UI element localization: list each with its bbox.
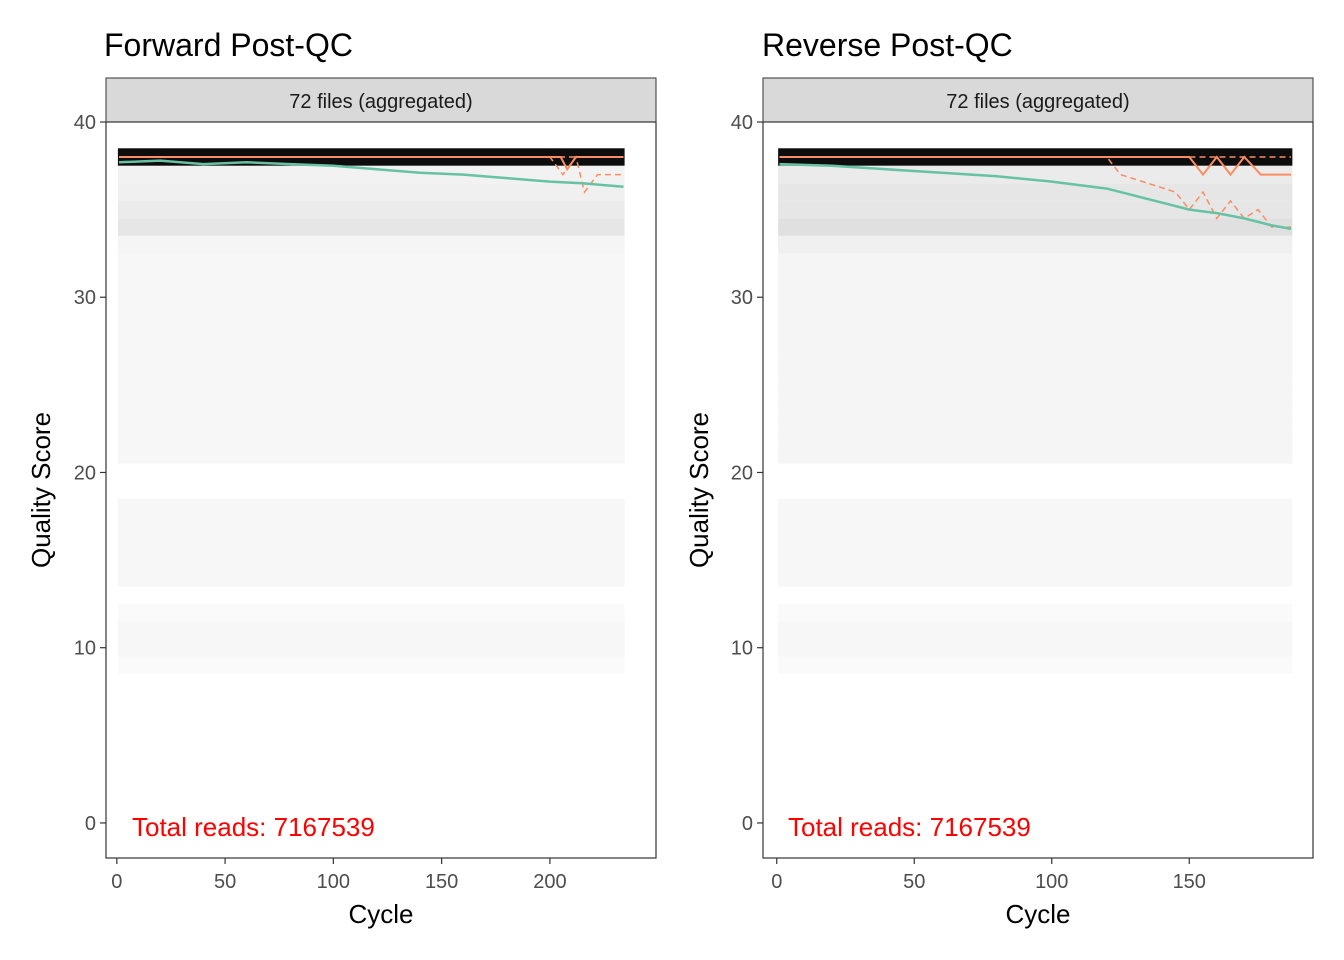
- forward-panel: Forward Post-QC 72 files (aggregated) 0 5…: [26, 27, 657, 929]
- y-tick-label: 30: [731, 287, 753, 309]
- heatmap-tile: [117, 393, 625, 412]
- heatmap-tile: [778, 621, 1293, 639]
- x-tick-label: 100: [1035, 871, 1068, 893]
- x-tick-label: 150: [425, 871, 458, 893]
- heatmap-tile: [117, 656, 625, 674]
- y-tick-label: 10: [731, 638, 753, 660]
- heatmap-tile: [117, 533, 625, 552]
- mean-quality-line: [118, 159, 624, 189]
- heatmap-tile: [778, 533, 1293, 552]
- heatmap-tile: [117, 183, 625, 201]
- heatmap-tile: [778, 358, 1293, 377]
- x-axis-title: Cycle: [348, 899, 413, 929]
- heatmap-tile: [778, 498, 1293, 517]
- chart-title: Forward Post-QC: [104, 27, 353, 63]
- heatmap-tile: [117, 323, 625, 342]
- heatmap-tile: [117, 165, 625, 184]
- heatmap-tile: [778, 270, 1293, 289]
- heatmap-tile: [778, 428, 1293, 447]
- heatmap-tile: [117, 411, 625, 429]
- heatmap-tile: [778, 656, 1293, 674]
- reverse-panel: Reverse Post-QC 72 files (aggregated) 0 5…: [684, 27, 1314, 929]
- y-axis-title: Quality Score: [684, 412, 714, 568]
- heatmap-tile: [778, 603, 1293, 622]
- heatmap-tile: [117, 376, 625, 394]
- y-tick-label: 0: [742, 813, 753, 835]
- total-reads-annotation: Total reads: 7167539: [132, 812, 375, 842]
- heatmap-tile: [778, 288, 1293, 306]
- y-tick-label: 30: [74, 287, 96, 309]
- x-tick-label: 100: [317, 871, 350, 893]
- median-line: [779, 155, 1291, 177]
- heatmap-tile: [778, 568, 1293, 587]
- x-axis-title: Cycle: [1005, 899, 1070, 929]
- heatmap-tile: [778, 235, 1293, 254]
- heatmap-tile: [117, 341, 625, 359]
- heatmap-tile: [778, 516, 1293, 534]
- x-tick-label: 150: [1173, 871, 1206, 893]
- y-tick-label: 40: [731, 112, 753, 134]
- heatmap-tile: [778, 218, 1293, 236]
- heatmap-tile: [778, 200, 1293, 219]
- quality-lines: [118, 155, 624, 194]
- x-tick-label: 50: [903, 871, 925, 893]
- heatmap-tile: [778, 306, 1293, 324]
- y-tick-label: 20: [74, 462, 96, 484]
- facet-strip: [105, 77, 657, 123]
- x-tick-label: 0: [111, 871, 122, 893]
- heatmap-tile: [778, 323, 1293, 342]
- y-tick-label: 20: [731, 462, 753, 484]
- heatmap: [778, 148, 1293, 674]
- heatmap-tile: [117, 551, 625, 569]
- heatmap-tile: [778, 253, 1293, 271]
- heatmap-tile: [117, 428, 625, 447]
- y-tick-label: 10: [74, 638, 96, 660]
- x-tick-label: 200: [533, 871, 566, 893]
- quartile-25-line: [779, 156, 1291, 228]
- total-reads-annotation: Total reads: 7167539: [788, 812, 1031, 842]
- heatmap-tile: [117, 253, 625, 271]
- y-tick-label: 0: [85, 813, 96, 835]
- heatmap-tile: [117, 358, 625, 377]
- heatmap-tile: [778, 393, 1293, 412]
- heatmap-tile: [117, 568, 625, 587]
- heatmap-tile: [778, 551, 1293, 569]
- facet-label: 72 files (aggregated): [946, 91, 1129, 113]
- facet-label: 72 files (aggregated): [289, 91, 472, 113]
- plot-border: [762, 121, 1314, 859]
- x-tick-label: 0: [771, 871, 782, 893]
- heatmap-tile: [117, 603, 625, 622]
- facet-strip: [762, 77, 1314, 123]
- quality-lines: [779, 155, 1292, 231]
- heatmap-tile: [778, 411, 1293, 429]
- axes: 0 50 100 150 0 10 20 30 40: [731, 112, 1206, 893]
- heatmap-tile: [117, 621, 625, 639]
- heatmap-tile: [117, 498, 625, 517]
- y-axis-title: Quality Score: [26, 412, 56, 568]
- y-tick-label: 40: [74, 112, 96, 134]
- heatmap-tile: [778, 376, 1293, 394]
- heatmap-tile: [117, 288, 625, 306]
- x-tick-label: 50: [214, 871, 236, 893]
- heatmap-tile: [117, 446, 625, 464]
- heatmap-tile: [117, 270, 625, 289]
- heatmap-tile: [778, 638, 1293, 657]
- chart-title: Reverse Post-QC: [762, 27, 1013, 63]
- median-line: [119, 156, 624, 172]
- heatmap-tile: [778, 341, 1293, 359]
- heatmap-tile: [117, 516, 625, 534]
- heatmap-tile: [778, 183, 1293, 201]
- heatmap-tile: [117, 200, 625, 219]
- plot-border: [105, 121, 657, 859]
- heatmap-tile: [117, 638, 625, 657]
- heatmap-tile: [117, 218, 625, 236]
- heatmap-tile: [778, 446, 1293, 464]
- heatmap-tile: [117, 235, 625, 254]
- mean-quality-line: [779, 162, 1292, 231]
- heatmap-tile: [117, 306, 625, 324]
- heatmap: [117, 148, 625, 674]
- axes: 0 50 100 150 200 0 10 20 30 40: [74, 112, 567, 893]
